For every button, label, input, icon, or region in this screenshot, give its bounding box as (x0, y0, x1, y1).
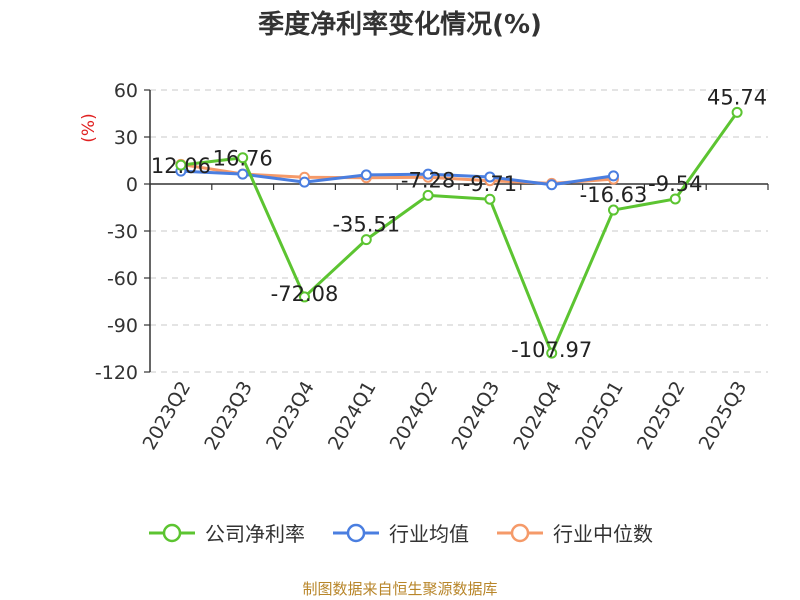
data-label: -35.51 (332, 213, 400, 237)
data-point (608, 170, 619, 182)
legend-line-marker-icon (497, 523, 543, 542)
y-tick-label: -30 (107, 221, 138, 243)
data-point (731, 106, 743, 118)
series-line (180, 169, 614, 187)
data-point (360, 234, 372, 246)
x-tick-label: 2023Q2 (138, 378, 195, 454)
legend: 公司净利率 行业均值 行业中位数 (0, 518, 800, 547)
series (175, 106, 743, 359)
data-label: -107.97 (511, 338, 592, 362)
data-point (422, 168, 434, 180)
data-label: -72.08 (271, 282, 339, 306)
x-tick-label: 2023Q4 (262, 378, 319, 454)
data-label: 16.76 (213, 147, 273, 171)
data-label: -9.71 (463, 172, 517, 196)
legend-line-marker-icon (333, 523, 379, 542)
legend-item[interactable]: 公司净利率 (147, 518, 305, 547)
grid-lines (150, 89, 768, 373)
data-point (299, 291, 310, 303)
data-point (546, 179, 558, 191)
legend-line-marker-icon (149, 523, 195, 542)
legend-label: 行业均值 (389, 522, 469, 546)
x-tick-label: 2025Q1 (571, 378, 628, 454)
series-line (180, 111, 739, 355)
data-labels: 12.06 16.76 -72.08 -35.51-7.28 -9.71 -107.97 -… (151, 85, 767, 362)
y-tick-label: -60 (107, 268, 138, 290)
x-tick-label: 2025Q3 (695, 378, 752, 454)
y-tick-label: 30 (114, 127, 138, 149)
source-note: 制图数据来自恒生聚源数据库 (302, 580, 498, 598)
x-tick-label: 2024Q3 (447, 378, 504, 454)
x-tick-label: 2024Q1 (324, 378, 381, 454)
x-tick-label: 2023Q3 (200, 378, 257, 454)
y-tick-label: -90 (107, 315, 138, 337)
y-axis-label: (%) (79, 113, 99, 142)
data-label: -16.63 (580, 183, 648, 207)
x-tick-label: 2025Q2 (633, 378, 690, 454)
data-point (237, 152, 249, 164)
data-label: -9.54 (648, 172, 702, 196)
data-point (299, 176, 310, 188)
y-tick-label: -120 (95, 362, 138, 384)
legend-label: 公司净利率 (205, 522, 305, 546)
data-point (360, 169, 372, 181)
data-point (237, 168, 249, 180)
chart-title: 季度净利率变化情况(%) (258, 10, 542, 40)
legend-item[interactable]: 行业均值 (331, 518, 469, 547)
data-point (608, 204, 619, 216)
y-tick-label: 60 (114, 80, 138, 102)
data-label: 12.06 (151, 154, 211, 178)
data-point (669, 193, 681, 205)
y-tick-label: 0 (126, 174, 138, 196)
data-point (546, 347, 558, 359)
data-label: 45.74 (707, 85, 767, 109)
data-point (175, 159, 187, 171)
legend-item[interactable]: 行业中位数 (495, 518, 653, 547)
x-tick-label: 2024Q2 (386, 377, 443, 453)
data-label: -7.28 (401, 168, 455, 192)
x-tick-label: 2024Q4 (509, 378, 566, 454)
data-point (422, 189, 434, 201)
legend-label: 行业中位数 (553, 522, 653, 546)
data-point (484, 171, 496, 183)
data-point (484, 193, 496, 205)
